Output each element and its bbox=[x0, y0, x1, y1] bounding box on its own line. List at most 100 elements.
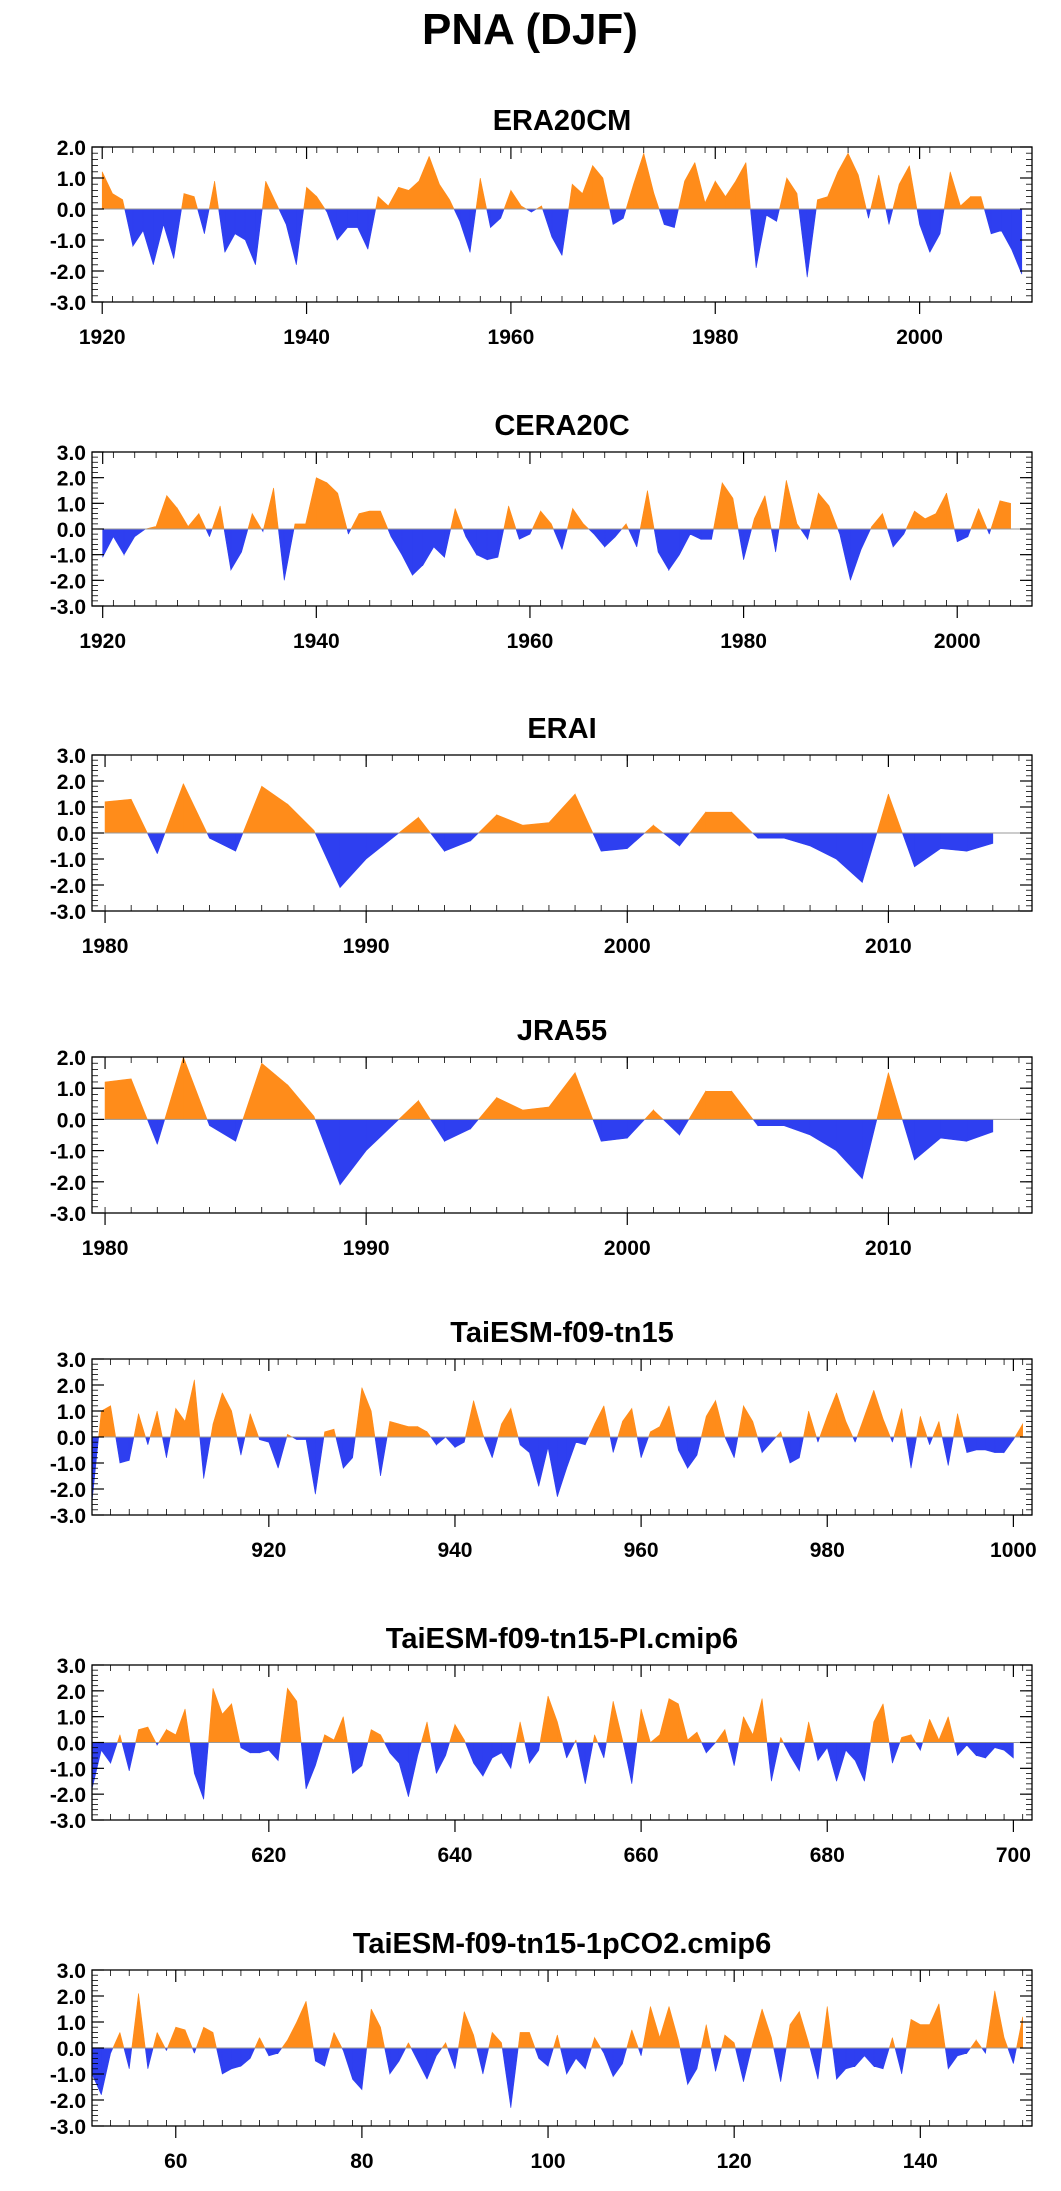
x-tick-label: 1990 bbox=[343, 935, 390, 958]
x-tick-label: 1920 bbox=[79, 630, 126, 653]
panel-title: JRA55 bbox=[517, 1015, 607, 1047]
y-tick-label: 1.0 bbox=[57, 1707, 86, 1730]
negative-area bbox=[124, 208, 1023, 278]
panel-4: JRA55 2.0 1.0 0.0 -1.0 -2.0 -3.0 1980 1990 2000 20… bbox=[50, 1015, 1033, 1260]
x-tick-label: 2000 bbox=[934, 630, 981, 653]
x-tick-label: 1980 bbox=[692, 326, 739, 349]
y-tick-label: 2.0 bbox=[57, 1681, 86, 1704]
x-tick-label: 100 bbox=[531, 2150, 566, 2173]
panel-5: TaiESM-f09-tn15 3.0 2.0 1.0 0.0 -1.0 -2.0 -3.0 9… bbox=[50, 1317, 1037, 1562]
x-tick-label: 660 bbox=[624, 1844, 659, 1867]
negative-area bbox=[102, 528, 992, 581]
y-tick-label: 1.0 bbox=[57, 1078, 86, 1101]
y-tick-label: -3.0 bbox=[50, 1810, 86, 1833]
y-tick-label: 0.0 bbox=[57, 519, 86, 542]
y-tick-label: -2.0 bbox=[50, 570, 86, 593]
x-tick-label: 120 bbox=[717, 2150, 752, 2173]
y-tick-label: 1.0 bbox=[57, 493, 86, 516]
y-tick-label: -2.0 bbox=[50, 2090, 86, 2113]
y-tick-label: 2.0 bbox=[57, 1047, 86, 1070]
y-tick-label: -3.0 bbox=[50, 901, 86, 924]
plot-frame bbox=[91, 1056, 1033, 1214]
x-tick-label: 680 bbox=[810, 1844, 845, 1867]
y-tick-label: 3.0 bbox=[57, 442, 86, 465]
y-tick-label: -1.0 bbox=[50, 1758, 86, 1781]
figure-title: PNA (DJF) bbox=[422, 5, 638, 54]
y-tick-label: -2.0 bbox=[50, 1172, 86, 1195]
y-tick-label: 0.0 bbox=[57, 1427, 86, 1450]
y-tick-label: -2.0 bbox=[50, 875, 86, 898]
y-tick-label: 1.0 bbox=[57, 797, 86, 820]
y-tick-label: -2.0 bbox=[50, 1784, 86, 1807]
x-tick-label: 1000 bbox=[990, 1539, 1037, 1562]
x-tick-label: 140 bbox=[903, 2150, 938, 2173]
positive-area bbox=[104, 783, 903, 834]
negative-area bbox=[91, 2047, 1017, 2108]
y-tick-label: 1.0 bbox=[57, 168, 86, 191]
y-tick-label: 0.0 bbox=[57, 2038, 86, 2061]
y-tick-label: 0.0 bbox=[57, 1733, 86, 1756]
y-tick-label: -2.0 bbox=[50, 1479, 86, 1502]
y-tick-label: -1.0 bbox=[50, 1141, 86, 1164]
y-tick-label: 2.0 bbox=[57, 468, 86, 491]
y-tick-label: -3.0 bbox=[50, 1203, 86, 1226]
y-tick-label: 2.0 bbox=[57, 771, 86, 794]
negative-area bbox=[146, 832, 994, 889]
x-tick-label: 1980 bbox=[82, 935, 129, 958]
positive-area bbox=[145, 477, 1011, 530]
x-tick-label: 2010 bbox=[865, 1237, 912, 1260]
x-tick-label: 620 bbox=[251, 1844, 286, 1867]
panel-1: ERA20CM 2.0 1.0 0.0 -1.0 -2.0 -3.0 1920 1940 1960… bbox=[50, 105, 1033, 349]
x-tick-label: 1960 bbox=[507, 630, 554, 653]
positive-area bbox=[98, 1379, 1023, 1438]
x-tick-label: 980 bbox=[810, 1539, 845, 1562]
y-tick-label: 3.0 bbox=[57, 1655, 86, 1678]
x-tick-label: 80 bbox=[350, 2150, 373, 2173]
negative-area bbox=[91, 1742, 1014, 1800]
y-tick-label: -1.0 bbox=[50, 2064, 86, 2087]
positive-area bbox=[104, 1056, 903, 1120]
negative-area bbox=[146, 1119, 994, 1186]
y-tick-label: -3.0 bbox=[50, 2116, 86, 2139]
x-tick-label: 960 bbox=[624, 1539, 659, 1562]
negative-area bbox=[91, 1436, 1016, 1503]
y-tick-label: -1.0 bbox=[50, 849, 86, 872]
positive-area bbox=[116, 1687, 955, 1743]
panel-3: ERAI 3.0 2.0 1.0 0.0 -1.0 -2.0 -3.0 1980 1990 2000… bbox=[50, 713, 1033, 958]
x-tick-label: 640 bbox=[437, 1844, 472, 1867]
x-tick-label: 1940 bbox=[283, 326, 330, 349]
panel-title: TaiESM-f09-tn15-PI.cmip6 bbox=[386, 1623, 738, 1655]
y-tick-label: 2.0 bbox=[57, 1375, 86, 1398]
y-tick-label: 1.0 bbox=[57, 1401, 86, 1424]
y-tick-label: 2.0 bbox=[57, 137, 86, 160]
x-tick-label: 1980 bbox=[82, 1237, 129, 1260]
y-tick-label: 0.0 bbox=[57, 199, 86, 222]
x-tick-label: 2000 bbox=[604, 1237, 651, 1260]
x-tick-label: 1960 bbox=[488, 326, 535, 349]
y-tick-label: 0.0 bbox=[57, 1109, 86, 1132]
panel-2: CERA20C 3.0 2.01.0 0.0 -1.0-2.0 -3.0 1920 1940 1… bbox=[50, 410, 1033, 653]
x-tick-label: 1990 bbox=[343, 1237, 390, 1260]
x-tick-label: 1920 bbox=[79, 326, 126, 349]
y-tick-label: -3.0 bbox=[50, 1505, 86, 1528]
x-tick-label: 1940 bbox=[293, 630, 340, 653]
y-tick-label: 0.0 bbox=[57, 823, 86, 846]
positive-area bbox=[112, 1990, 1023, 2049]
y-tick-label: 1.0 bbox=[57, 2012, 86, 2035]
y-tick-label: -1.0 bbox=[50, 1453, 86, 1476]
y-tick-label: -1.0 bbox=[50, 230, 86, 253]
panel-title: CERA20C bbox=[494, 410, 629, 442]
y-tick-label: 2.0 bbox=[57, 1986, 86, 2009]
x-tick-label: 1980 bbox=[720, 630, 767, 653]
x-tick-label: 60 bbox=[164, 2150, 187, 2173]
panel-title: ERAI bbox=[527, 713, 596, 745]
y-tick-label: -3.0 bbox=[50, 292, 86, 315]
x-tick-label: 2000 bbox=[604, 935, 651, 958]
panel-7: TaiESM-f09-tn15-1pCO2.cmip6 3.0 2.0 1.0 0.0 -… bbox=[50, 1928, 1033, 2173]
panel-title: TaiESM-f09-tn15-1pCO2.cmip6 bbox=[353, 1928, 771, 1960]
x-tick-label: 2010 bbox=[865, 935, 912, 958]
y-tick-label: 3.0 bbox=[57, 1349, 86, 1372]
y-tick-label: 3.0 bbox=[57, 745, 86, 768]
